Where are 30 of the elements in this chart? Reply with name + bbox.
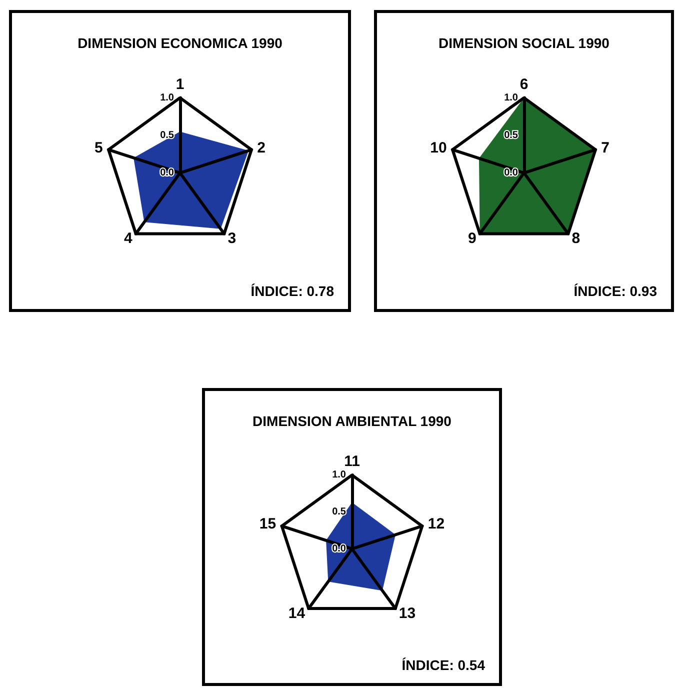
chart-title: DIMENSION SOCIAL 1990: [438, 35, 610, 51]
y-tick-label: 1.0: [160, 92, 174, 104]
y-tick-label: 1.0: [332, 470, 346, 481]
spoke-label: 9: [468, 230, 476, 248]
y-tick-label: 0.0: [160, 167, 174, 178]
y-tick-label: 0.5: [160, 130, 174, 141]
spoke-label: 7: [601, 139, 610, 156]
y-tick-label: 0.5: [332, 506, 346, 518]
spoke-label: 8: [572, 230, 580, 248]
spoke-label: 12: [428, 516, 445, 533]
spoke-label: 4: [124, 230, 133, 248]
spoke-label: 10: [430, 139, 447, 156]
y-tick-label: 1.0: [504, 92, 518, 104]
chart-title: DIMENSION AMBIENTAL 1990: [252, 413, 452, 429]
spoke-label: 14: [288, 604, 306, 622]
spoke-label: 13: [398, 604, 416, 622]
spoke-label: 1: [176, 76, 184, 93]
text: ÍNDICE: 0.54: [402, 657, 485, 673]
spoke-label: 3: [228, 230, 236, 248]
text: ÍNDICE: 0.93: [574, 283, 657, 299]
spoke-label: 15: [259, 516, 276, 533]
spoke-label: 2: [257, 139, 266, 156]
chart-title: DIMENSION ECONOMICA 1990: [76, 35, 284, 51]
y-tick-label: 0.0: [332, 543, 346, 554]
y-tick-label: 0.0: [504, 167, 518, 178]
spoke-label: 11: [344, 453, 360, 470]
spoke-label: 6: [520, 76, 528, 93]
text: ÍNDICE: 0.78: [250, 283, 334, 299]
spoke-label: 5: [94, 139, 103, 156]
y-tick-label: 0.5: [504, 130, 518, 141]
